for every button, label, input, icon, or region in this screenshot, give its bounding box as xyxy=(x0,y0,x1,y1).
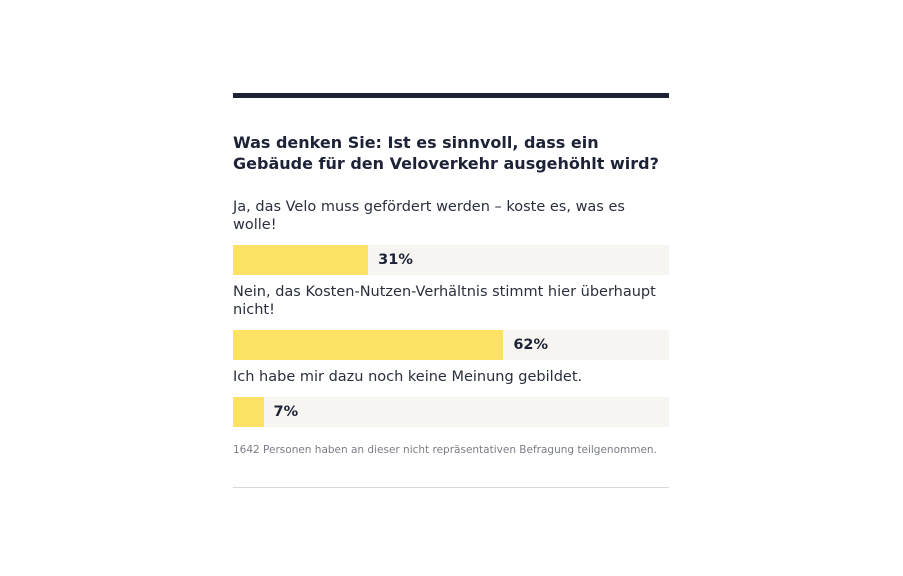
participation-footnote: 1642 Personen haben an dieser nicht repr… xyxy=(233,444,657,456)
result-bar-fill xyxy=(233,330,504,360)
result-percent: 7% xyxy=(273,404,299,420)
answer-label: Ja, das Velo muss gefördert werden – kos… xyxy=(233,199,625,233)
top-divider xyxy=(233,93,669,98)
poll-answer: Ja, das Velo muss gefördert werden – kos… xyxy=(233,198,669,275)
poll-answer: Nein, das Kosten-Nutzen-Verhältnis stimm… xyxy=(233,283,669,360)
poll-widget: Was denken Sie: Ist es sinnvoll, dass ei… xyxy=(233,93,669,488)
result-bar-track: 62% xyxy=(233,330,669,360)
poll-question: Was denken Sie: Ist es sinnvoll, dass ei… xyxy=(233,133,659,173)
result-percent: 31% xyxy=(378,252,413,268)
bottom-divider xyxy=(233,487,669,488)
result-percent: 62% xyxy=(513,337,549,353)
answer-label: Nein, das Kosten-Nutzen-Verhältnis stimm… xyxy=(233,284,656,318)
result-bar-track: 7% xyxy=(233,397,669,427)
result-bar-fill xyxy=(233,397,264,427)
result-bar-fill xyxy=(233,245,369,275)
result-bar-track: 31% xyxy=(233,245,669,275)
poll-answers: Ja, das Velo muss gefördert werden – kos… xyxy=(233,198,669,427)
answer-label: Ich habe mir dazu noch keine Meinung geb… xyxy=(233,369,583,385)
poll-answer: Ich habe mir dazu noch keine Meinung geb… xyxy=(233,368,669,427)
